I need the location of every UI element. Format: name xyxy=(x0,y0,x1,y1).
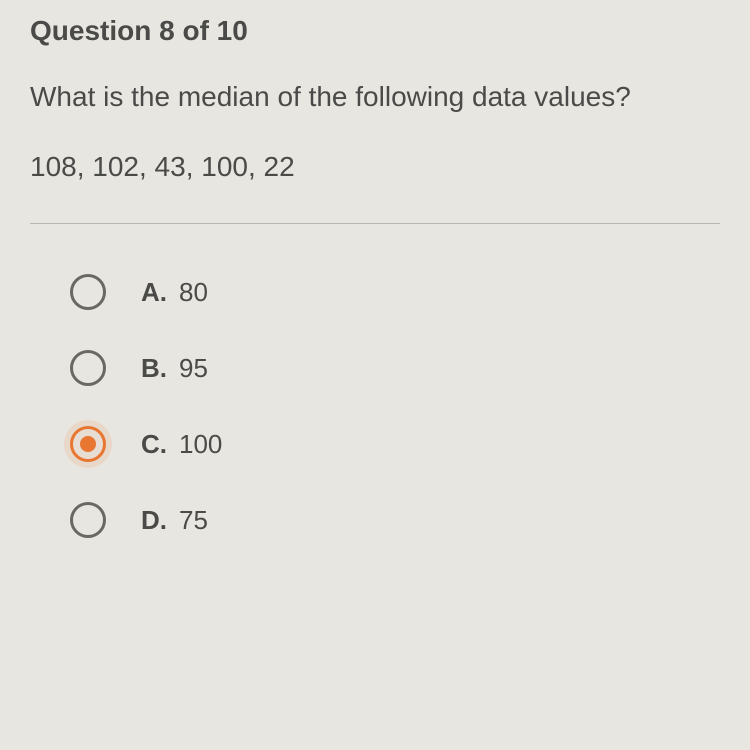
option-c[interactable]: C. 100 xyxy=(70,426,720,462)
option-value: 75 xyxy=(179,505,208,536)
radio-icon[interactable] xyxy=(70,350,106,386)
option-value: 80 xyxy=(179,277,208,308)
question-data: 108, 102, 43, 100, 22 xyxy=(30,151,720,183)
radio-icon[interactable] xyxy=(70,274,106,310)
options-list: A. 80 B. 95 C. 100 D. 75 xyxy=(30,274,720,538)
quiz-container: Question 8 of 10 What is the median of t… xyxy=(0,0,750,598)
option-b[interactable]: B. 95 xyxy=(70,350,720,386)
radio-icon[interactable] xyxy=(70,502,106,538)
option-letter: C. xyxy=(141,429,167,460)
option-letter: D. xyxy=(141,505,167,536)
radio-icon[interactable] xyxy=(70,426,106,462)
section-divider xyxy=(30,223,720,224)
option-letter: A. xyxy=(141,277,167,308)
question-prompt: What is the median of the following data… xyxy=(30,77,720,116)
option-d[interactable]: D. 75 xyxy=(70,502,720,538)
question-counter: Question 8 of 10 xyxy=(30,15,720,47)
option-value: 100 xyxy=(179,429,222,460)
option-letter: B. xyxy=(141,353,167,384)
option-a[interactable]: A. 80 xyxy=(70,274,720,310)
option-value: 95 xyxy=(179,353,208,384)
